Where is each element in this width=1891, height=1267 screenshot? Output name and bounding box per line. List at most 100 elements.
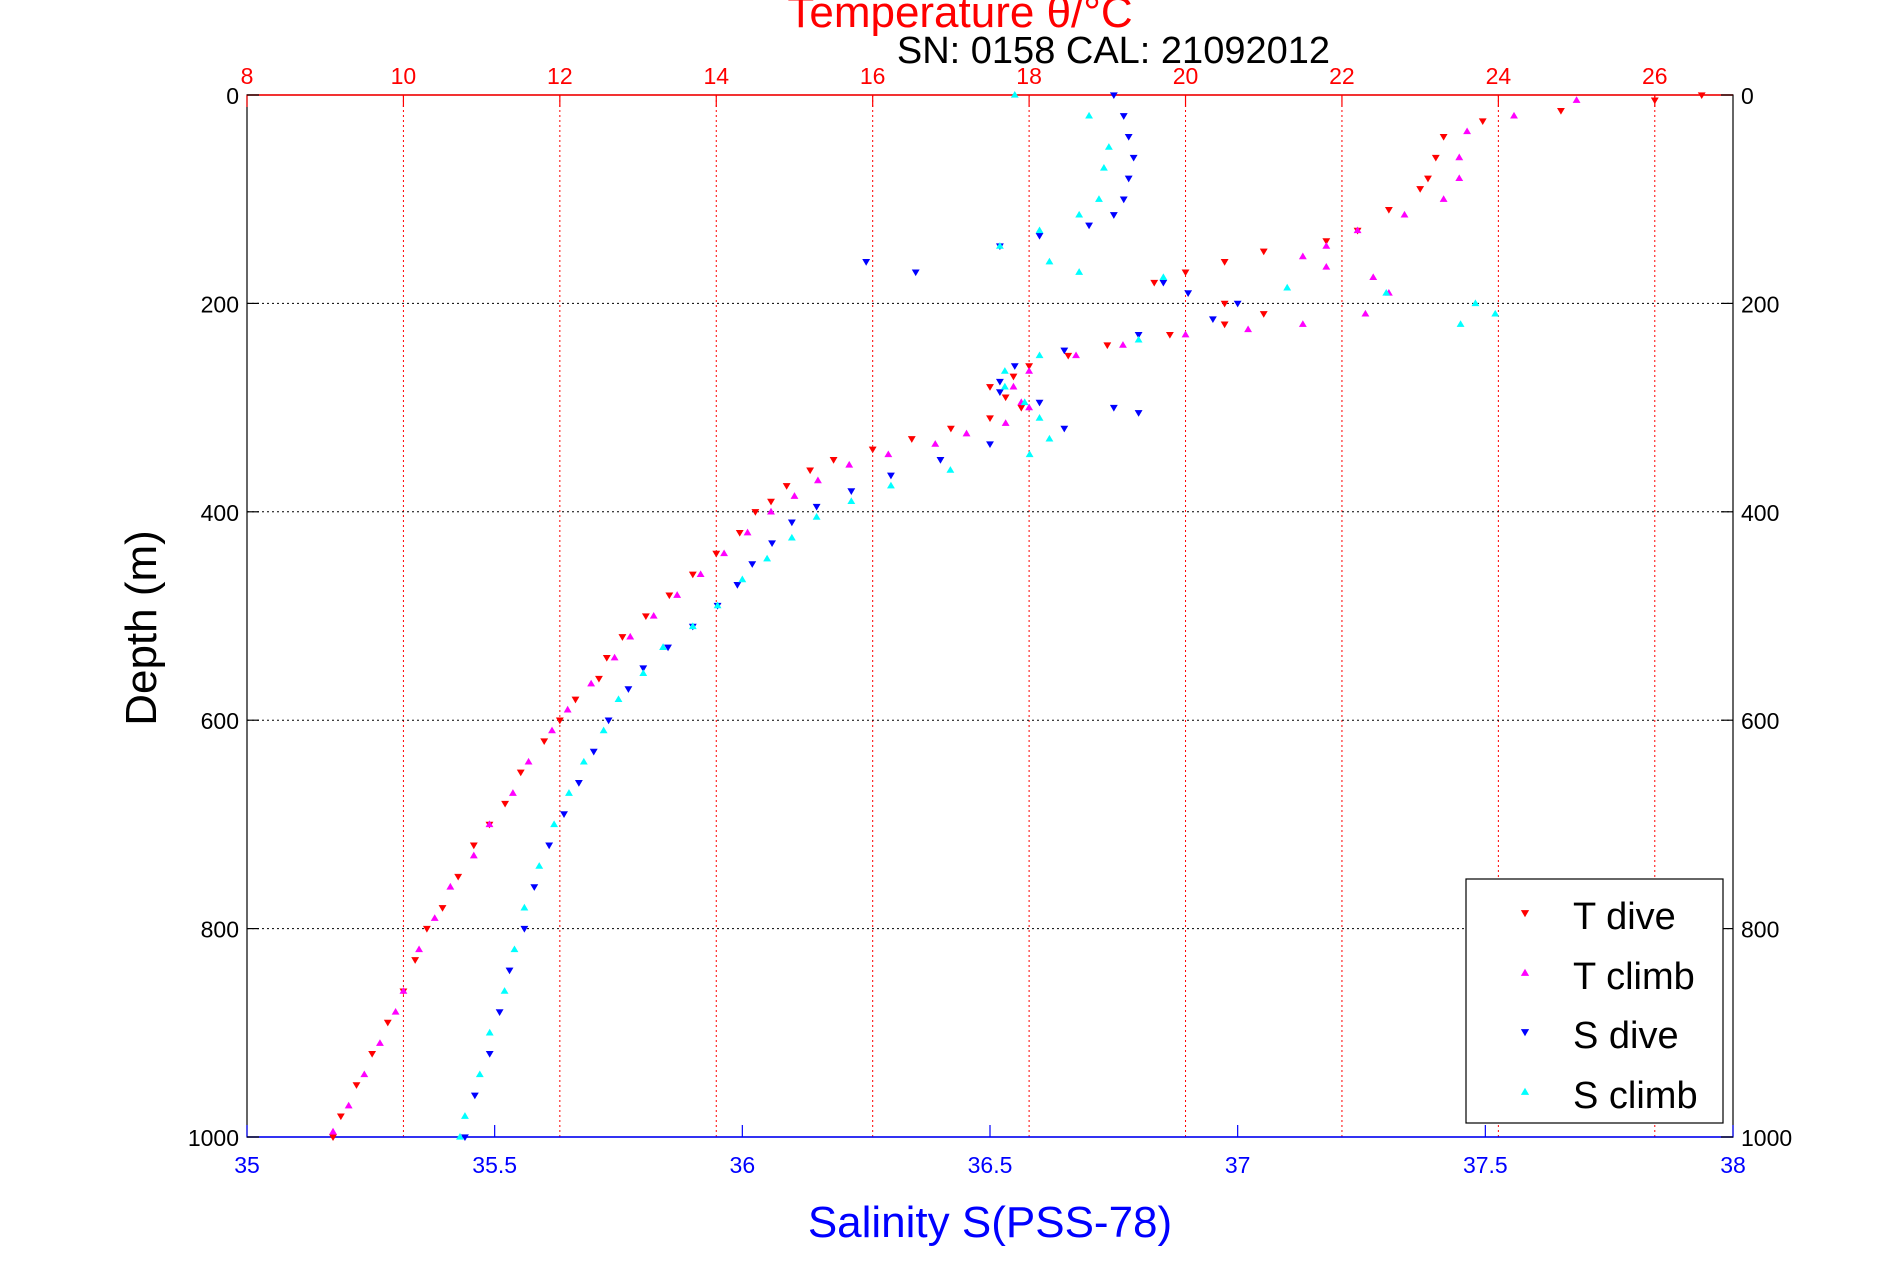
chart-subtitle: SN: 0158 CAL: 21092012 [897,30,1330,72]
data-point [1001,419,1010,426]
data-point [563,705,572,713]
data-point [1001,394,1010,402]
data-point [1181,269,1190,277]
legend-item: T dive [1520,896,1676,938]
data-point [329,1134,337,1141]
data-point [1697,92,1706,99]
data-point [587,679,596,687]
data-point [1233,300,1242,308]
data-point [884,450,893,458]
data-point [995,242,1004,249]
data-point [376,1039,384,1046]
data-point [1025,367,1034,374]
depth-tick-label-right: 1000 [1741,1125,1792,1151]
data-point [639,669,648,676]
data-point [1322,238,1331,245]
temperature-tick-label: 24 [1486,63,1512,89]
data-point [665,592,674,600]
data-point [599,726,608,734]
temperature-tick-label: 22 [1329,63,1355,89]
data-point [565,789,573,796]
data-point [1109,92,1118,99]
data-point [782,483,791,490]
legend-box [1465,878,1724,1124]
data-point [1109,404,1118,412]
data-point [1103,342,1112,350]
data-point [1456,320,1465,327]
data-point [639,665,648,673]
data-point [545,842,554,850]
chart-title: Temperature θ/°C [787,0,1132,37]
data-point [995,389,1004,396]
data-point [391,1007,400,1015]
data-point [887,481,895,489]
data-point [1259,248,1268,256]
data-point [907,436,916,443]
data-point [673,591,682,598]
data-point [470,1092,479,1100]
legend-label: S dive [1573,1015,1679,1057]
salinity-tick-label: 36 [730,1152,756,1178]
data-point [438,905,447,912]
data-point [422,925,431,933]
data-point [1259,311,1268,318]
depth-tick-label-left: 600 [201,708,239,734]
temperature-tick-label: 14 [703,63,729,89]
data-point [946,425,955,433]
data-point [1010,363,1019,370]
data-point [1025,403,1034,411]
data-point [1045,257,1054,265]
series-s-dive [461,92,1242,1141]
data-point [1017,404,1026,412]
data-point [1431,154,1440,162]
data-point [329,1127,337,1135]
data-point [1424,175,1432,183]
data-point [485,1028,494,1036]
data-point [589,748,598,756]
data-point [986,415,994,423]
data-point [540,738,549,746]
data-point [735,529,744,537]
data-point [1000,382,1009,390]
depth-tick-label-left: 800 [201,917,239,943]
data-point [1109,212,1118,219]
data-point [751,509,760,516]
data-point [1220,300,1229,308]
data-point [738,575,747,583]
axis-layer: 8 10 12 14 16 18 20 22 24 26 35 35.5 36 36.5 37 37.5 38 0… [188,63,1792,1178]
data-point [508,789,517,796]
depth-tick-label-left: 200 [201,291,239,317]
data-point [862,259,871,266]
data-point [1045,434,1054,442]
data-point [847,488,856,495]
data-point [812,513,821,520]
data-point [461,1112,469,1119]
legend-label: T climb [1573,956,1695,998]
series-t-dive [329,92,1706,1141]
legend-label: T dive [1573,896,1676,938]
data-point [688,571,697,579]
data-point [360,1070,369,1078]
data-point [688,622,697,630]
data-point [1220,259,1229,266]
data-point [733,582,742,589]
data-point [1400,210,1409,218]
data-point [1150,279,1159,287]
data-point [962,429,971,437]
data-point [1650,97,1659,105]
data-point [475,1070,484,1078]
data-point [986,384,994,391]
data-point [946,466,955,473]
data-point [1491,309,1500,317]
data-point [847,497,856,505]
data-point [352,1082,361,1089]
salinity-tick-label: 36.5 [968,1152,1013,1178]
data-point [1322,242,1331,249]
data-point [1095,195,1103,202]
points-layer [329,91,1706,1141]
salinity-tick-label: 37.5 [1463,1152,1508,1178]
data-point [787,519,796,527]
salinity-tick-label: 35 [234,1152,260,1178]
data-point [430,914,439,921]
